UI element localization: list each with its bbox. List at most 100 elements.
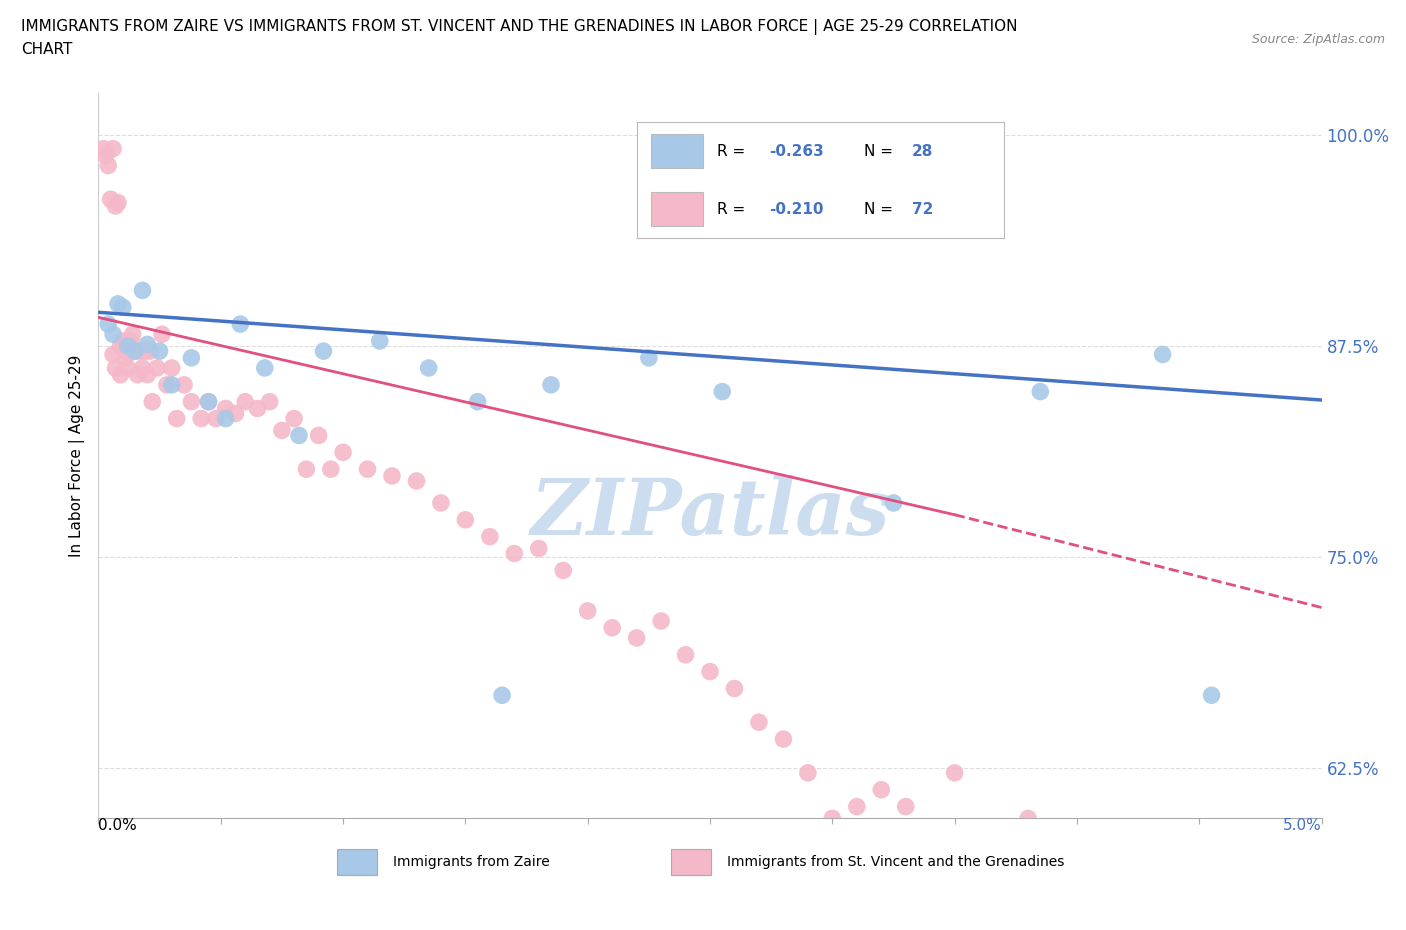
Point (699, 664, 721, 679)
Point (197, 394, 219, 409)
Point (723, 681, 745, 696)
Point (883, 496, 905, 511)
Point (124, 344, 146, 359)
Point (101, 347, 124, 362)
Point (129, 344, 152, 359)
Point (101, 141, 124, 156)
Point (100, 192, 122, 206)
Point (675, 647, 697, 662)
Point (540, 378, 562, 392)
Point (283, 411, 305, 426)
Point (224, 406, 246, 421)
Point (139, 344, 162, 359)
Point (104, 199, 127, 214)
Point (111, 334, 134, 349)
Point (205, 411, 228, 426)
Point (600, 620, 623, 635)
Point (180, 394, 202, 409)
Point (454, 512, 477, 527)
Point (127, 367, 149, 382)
Point (110, 339, 132, 353)
Point (295, 462, 318, 477)
Point (94, 148, 117, 163)
Text: CHART: CHART (21, 42, 73, 57)
Point (107, 297, 129, 312)
Point (120, 344, 142, 359)
Point (553, 563, 575, 578)
Point (1017, 811, 1039, 826)
Point (467, 394, 489, 409)
Point (150, 326, 173, 341)
Point (478, 529, 501, 544)
Text: 5.0%: 5.0% (1282, 818, 1322, 833)
Point (527, 541, 550, 556)
Point (97, 158, 120, 173)
Point (491, 688, 513, 703)
Point (136, 367, 159, 382)
Text: 0.0%: 0.0% (98, 818, 138, 833)
Point (319, 462, 342, 477)
Point (131, 283, 153, 298)
Point (332, 445, 354, 459)
Text: ZIPatlas: ZIPatlas (530, 475, 890, 552)
Text: IMMIGRANTS FROM ZAIRE VS IMMIGRANTS FROM ST. VINCENT AND THE GRENADINES IN LABOR: IMMIGRANTS FROM ZAIRE VS IMMIGRANTS FROM… (21, 19, 1018, 34)
Point (430, 496, 453, 511)
Point (356, 462, 378, 477)
Point (845, 799, 868, 814)
Point (107, 195, 129, 210)
Point (214, 401, 236, 416)
Point (711, 384, 734, 399)
Point (101, 326, 124, 341)
Point (91, 141, 114, 156)
Point (160, 361, 183, 376)
Point (1152, 347, 1174, 362)
Point (180, 351, 202, 365)
Point (312, 344, 335, 359)
Text: Source: ZipAtlas.com: Source: ZipAtlas.com (1251, 33, 1385, 46)
Point (117, 339, 139, 353)
Point (772, 732, 794, 747)
Point (141, 394, 163, 409)
Point (136, 337, 159, 352)
Point (117, 361, 139, 376)
Point (637, 351, 661, 365)
Point (576, 604, 599, 618)
Point (197, 394, 219, 409)
Point (405, 473, 427, 488)
Point (160, 378, 183, 392)
Point (131, 361, 153, 376)
Point (110, 367, 132, 382)
Point (214, 411, 236, 426)
Point (190, 411, 212, 426)
Point (114, 344, 136, 359)
Point (114, 351, 136, 365)
Point (418, 361, 440, 376)
Y-axis label: In Labor Force | Age 25-29: In Labor Force | Age 25-29 (69, 354, 84, 557)
Point (120, 334, 142, 349)
Point (146, 361, 169, 376)
Point (821, 811, 844, 826)
Point (1029, 384, 1052, 399)
Point (97, 317, 120, 332)
Point (156, 378, 179, 392)
Point (229, 317, 252, 332)
Point (270, 423, 294, 438)
Point (111, 299, 134, 314)
Point (894, 799, 917, 814)
Point (246, 401, 269, 416)
Point (381, 469, 404, 484)
Point (166, 411, 188, 426)
Point (149, 344, 172, 359)
Point (253, 361, 276, 376)
Point (104, 361, 127, 376)
Point (259, 394, 281, 409)
Point (626, 631, 648, 645)
Point (650, 614, 672, 629)
Point (288, 428, 311, 443)
Point (233, 394, 256, 409)
Point (503, 546, 526, 561)
Point (943, 765, 966, 780)
Point (173, 378, 195, 392)
Point (870, 782, 893, 797)
Point (308, 428, 330, 443)
